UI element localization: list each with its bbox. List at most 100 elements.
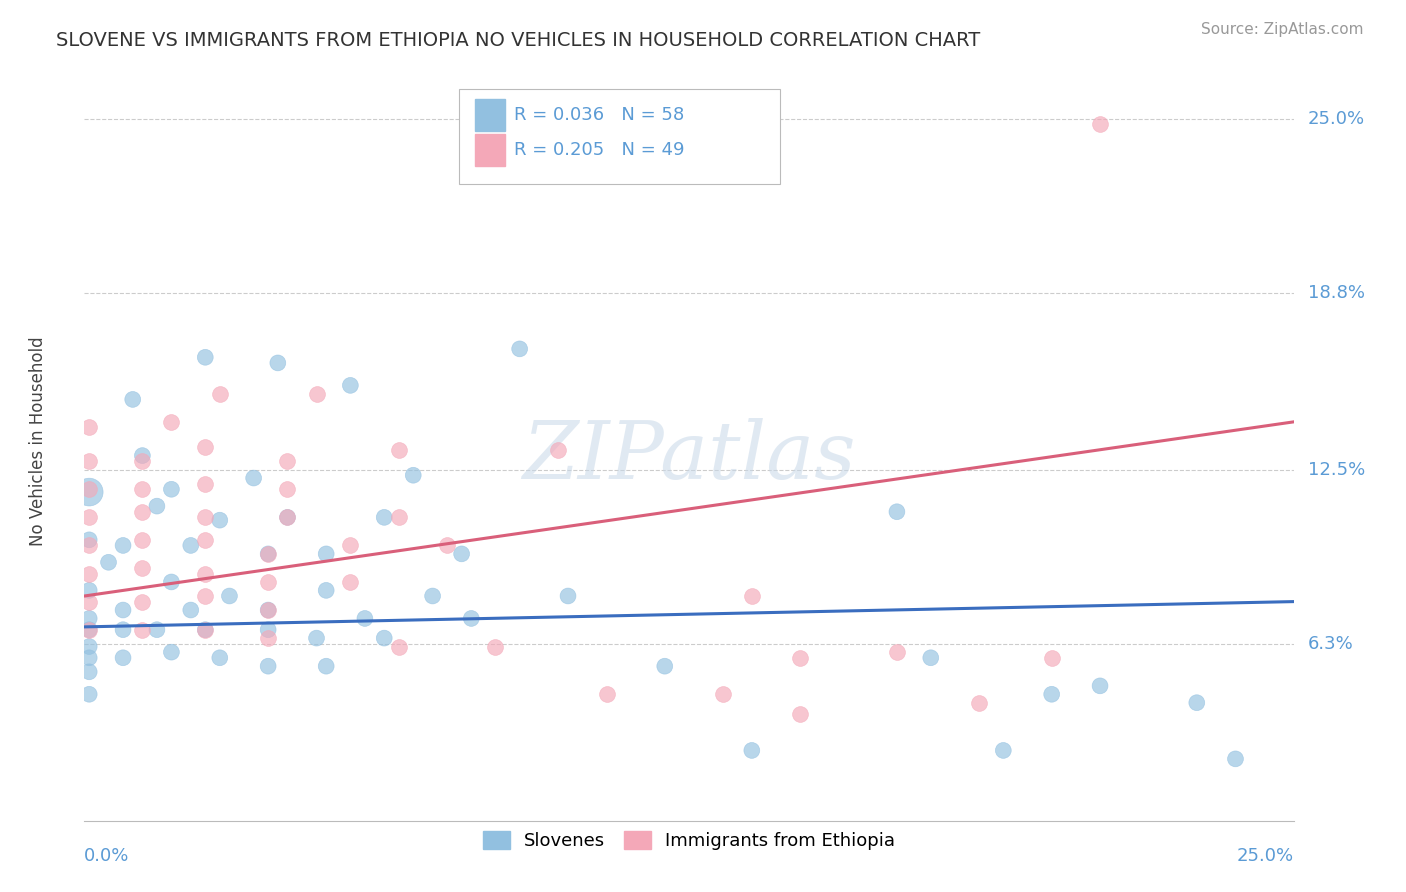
Point [276,510,298,524]
Point [194,566,217,581]
Point [789,706,811,721]
Point [121,392,143,407]
Point [402,468,425,483]
Point [77,611,100,625]
Point [194,623,217,637]
Text: Source: ZipAtlas.com: Source: ZipAtlas.com [1201,22,1364,37]
Text: ZIPatlas: ZIPatlas [522,418,856,495]
Point [741,589,763,603]
Text: 25.0%: 25.0% [1308,110,1365,128]
Point [97,555,120,569]
Point [711,687,734,701]
Point [276,454,298,468]
Point [77,510,100,524]
Point [354,611,377,625]
Text: 25.0%: 25.0% [1236,847,1294,865]
Point [388,510,411,524]
Point [160,415,183,429]
Point [339,574,361,589]
Point [315,659,337,673]
Point [77,650,100,665]
Point [112,623,135,637]
Point [1040,687,1063,701]
Point [77,538,100,552]
Point [1040,650,1063,665]
Point [218,589,240,603]
Point [276,510,298,524]
Point [654,659,676,673]
Point [131,454,153,468]
Point [422,589,444,603]
Point [194,623,217,637]
Point [373,631,395,645]
Point [339,378,361,392]
Point [180,603,202,617]
Point [131,533,153,547]
Point [557,589,579,603]
Point [77,485,100,500]
Text: 0.0%: 0.0% [84,847,129,865]
Point [112,603,135,617]
Point [257,631,280,645]
Point [77,483,100,497]
Point [194,533,217,547]
Point [77,665,100,679]
Point [886,645,908,659]
Point [388,640,411,654]
Point [547,442,569,457]
Point [315,583,337,598]
Point [373,510,395,524]
Text: No Vehicles in Household: No Vehicles in Household [30,336,48,547]
Point [131,449,153,463]
Point [305,386,328,401]
Legend: Slovenes, Immigrants from Ethiopia: Slovenes, Immigrants from Ethiopia [475,823,903,857]
Point [886,505,908,519]
Point [208,513,231,527]
Point [920,650,942,665]
Point [257,603,280,617]
Point [1088,117,1111,131]
Text: 18.8%: 18.8% [1308,284,1365,301]
Point [112,650,135,665]
Point [131,594,153,608]
Point [450,547,472,561]
Point [194,351,217,365]
Point [305,631,328,645]
Point [77,454,100,468]
Point [1088,679,1111,693]
Point [1185,696,1208,710]
Point [160,574,183,589]
Point [146,499,169,513]
Point [146,623,169,637]
Point [77,687,100,701]
Point [967,696,990,710]
Point [257,547,280,561]
Point [789,650,811,665]
Point [257,574,280,589]
Point [131,483,153,497]
Point [160,483,183,497]
Point [194,510,217,524]
Point [257,659,280,673]
Point [194,476,217,491]
Point [131,505,153,519]
Point [276,483,298,497]
Text: R = 0.036   N = 58: R = 0.036 N = 58 [513,106,683,124]
Point [194,589,217,603]
Point [77,420,100,434]
Text: R = 0.205   N = 49: R = 0.205 N = 49 [513,142,685,160]
Point [77,583,100,598]
Point [208,386,231,401]
Point [208,650,231,665]
Point [484,640,506,654]
Point [131,623,153,637]
Point [388,442,411,457]
Point [180,538,202,552]
Point [77,566,100,581]
Point [741,743,763,757]
Point [460,611,482,625]
Point [993,743,1015,757]
Point [596,687,619,701]
Point [160,645,183,659]
Point [1225,752,1247,766]
